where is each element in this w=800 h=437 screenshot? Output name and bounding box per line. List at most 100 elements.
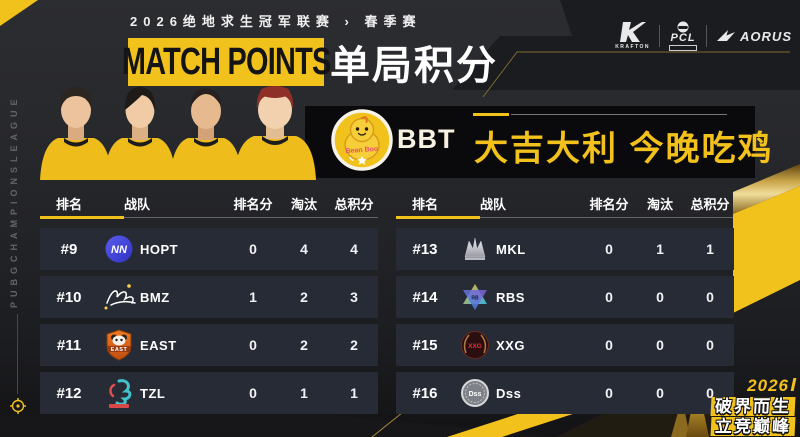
vertical-divider-line	[17, 314, 18, 394]
header-elims: 淘汰	[290, 196, 317, 212]
placement-cell: 0	[249, 385, 257, 401]
title-en: MATCH POINTS	[121, 40, 331, 83]
bbt-team-logo: Bean Boo	[331, 109, 393, 171]
xxg-logo-text: XXG	[468, 343, 482, 350]
sponsor-divider	[659, 25, 661, 47]
slogan-dash	[473, 113, 509, 116]
header-elims: 淘汰	[646, 196, 673, 212]
dss-logo-text: Dss	[469, 391, 482, 398]
krafton-logo: KRAFTON	[615, 22, 650, 50]
table-row: #14 RB RBS 0	[396, 276, 734, 318]
elims-cell: 2	[300, 289, 308, 305]
team-logo-rbs: RB	[454, 282, 496, 312]
team-logo-tzl	[98, 377, 140, 409]
team-logo-dss: Dss	[454, 378, 496, 408]
placement-cell: 0	[605, 241, 613, 257]
table-row: #15 XXG XXG 0 0 0	[396, 324, 734, 366]
rank-cell: #16	[412, 384, 438, 402]
rank-cell: #13	[412, 240, 438, 258]
standings-table-right: 排名 战队 排名分 淘汰 总积分 #13 MKL 0 1	[396, 190, 734, 414]
rank-cell: #12	[56, 384, 82, 402]
team-logo-xxg: XXG	[454, 330, 496, 360]
team-logo-bmz	[98, 283, 140, 311]
player-photo-1	[40, 87, 112, 180]
table-row: #16 Dss Dss 0 0 0	[396, 372, 734, 414]
placement-cell: 0	[605, 385, 613, 401]
team-name: Dss	[496, 385, 522, 401]
featured-team-abbr: BBT	[397, 124, 456, 154]
elims-cell: 0	[656, 337, 664, 353]
pcl-helmet-icon	[677, 21, 689, 33]
player-photos	[40, 86, 316, 180]
featured-slogan: 大吉大利 今晚吃鸡	[474, 130, 774, 168]
footer-slogan-block: 2026 破界而生 立竞巅峰	[710, 376, 797, 436]
team-logo-mkl	[454, 235, 496, 263]
team-name: MKL	[496, 241, 526, 257]
header-placement: 排名分	[233, 196, 273, 212]
total-cell: 3	[350, 289, 358, 305]
elims-cell: 0	[656, 289, 664, 305]
footer-year: 2026	[747, 376, 789, 395]
placement-cell: 1	[249, 289, 257, 305]
team-logo-hopt: NN	[98, 234, 140, 264]
placement-cell: 0	[605, 289, 613, 305]
krafton-label: KRAFTON	[615, 44, 651, 50]
sponsor-divider	[706, 25, 708, 47]
standings-table-left: 排名 战队 排名分 淘汰 总积分 #9 NN HOPT 0	[40, 190, 378, 414]
pcl-logo: PCL	[669, 21, 698, 51]
rank-cell: #15	[412, 336, 438, 354]
table-row: #13 MKL 0 1 1	[396, 228, 734, 270]
team-name: HOPT	[140, 241, 179, 257]
team-name: RBS	[496, 289, 525, 305]
footer-slogan-line1: 破界而生	[710, 397, 796, 416]
footer-slogan-line2: 立竞巅峰	[710, 417, 796, 436]
league-subtitle: 2026绝地求生冠军联赛 › 春季赛	[130, 14, 422, 29]
rank-cell: #10	[56, 288, 82, 306]
player-photo-4	[234, 86, 316, 180]
team-name: EAST	[140, 337, 177, 353]
pcl-label: PCL	[670, 32, 696, 44]
aorus-label: AORUS	[740, 28, 792, 44]
rank-cell: #14	[412, 288, 438, 306]
elims-cell: 2	[300, 337, 308, 353]
title-zh: 单局积分	[330, 44, 498, 88]
player-photo-2	[104, 87, 176, 180]
placement-cell: 0	[605, 337, 613, 353]
header-total: 总积分	[334, 196, 374, 212]
title-en-box: MATCH POINTS	[122, 38, 331, 86]
team-logo-east: EAST	[98, 329, 140, 361]
team-name: BMZ	[140, 289, 170, 305]
player-photo-3	[170, 88, 242, 180]
header-team: 战队	[480, 196, 507, 212]
total-cell: 1	[350, 385, 358, 401]
header-total: 总积分	[690, 196, 730, 212]
elims-cell: 1	[656, 241, 664, 257]
slogan-rule	[511, 114, 727, 115]
total-cell: 4	[350, 241, 358, 257]
team-name: TZL	[140, 385, 166, 401]
header-team: 战队	[124, 196, 151, 212]
header-rank: 排名	[55, 196, 82, 212]
rank-cell: #11	[56, 336, 82, 354]
header-placement: 排名分	[589, 196, 629, 212]
elims-cell: 1	[300, 385, 308, 401]
aorus-eagle-icon	[717, 30, 736, 41]
header-rank: 排名	[411, 196, 438, 212]
aorus-logo: AORUS	[716, 29, 792, 44]
krafton-k-icon	[619, 22, 646, 42]
elims-cell: 4	[300, 241, 308, 257]
footer-year-bar	[790, 378, 797, 391]
placement-cell: 0	[249, 241, 257, 257]
hopt-logo-text: NN	[111, 244, 128, 256]
header-underline	[40, 216, 378, 219]
team-name: XXG	[496, 337, 525, 353]
pcl-sub-banner	[669, 45, 698, 51]
rank-cell: #9	[60, 240, 78, 258]
header-underline	[396, 216, 734, 219]
table-row: #12 TZL 0 1 1	[40, 372, 378, 414]
crosshair-icon	[10, 398, 26, 414]
total-cell: 2	[350, 337, 358, 353]
total-cell: 0	[706, 385, 714, 401]
elims-cell: 0	[656, 385, 664, 401]
